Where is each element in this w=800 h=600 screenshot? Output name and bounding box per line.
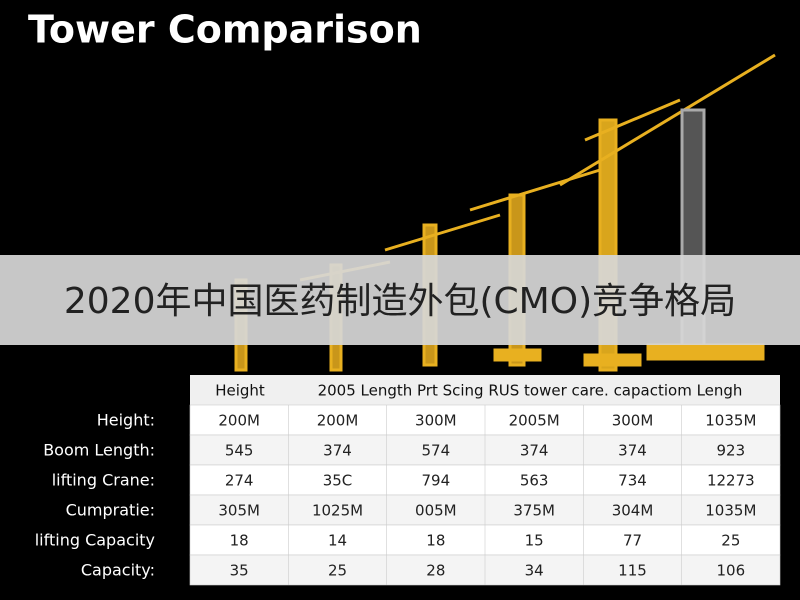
banner [0, 255, 800, 345]
cell: 34 [525, 562, 544, 580]
cell: 2005M [509, 412, 560, 430]
cell: 18 [230, 532, 249, 550]
cell: 574 [422, 442, 451, 460]
cell: 35 [230, 562, 249, 580]
cell: 794 [422, 472, 451, 490]
cell: 14 [328, 532, 347, 550]
cell: 734 [618, 472, 647, 490]
cell: 300M [415, 412, 457, 430]
cell: 15 [525, 532, 544, 550]
cell: 274 [225, 472, 254, 490]
cell: 304M [612, 502, 654, 520]
cell: 115 [618, 562, 647, 580]
cell: 200M [218, 412, 260, 430]
row-label: Boom Length: [43, 441, 155, 460]
cell: 300M [612, 412, 654, 430]
banner-text: 2020年中国医药制造外包(CMO)竞争格局 [64, 281, 736, 322]
cell: 374 [618, 442, 647, 460]
cell: 374 [520, 442, 549, 460]
cell: 77 [623, 532, 642, 550]
cell: 375M [513, 502, 555, 520]
cell: 200M [317, 412, 359, 430]
cell: 1035M [705, 502, 756, 520]
title: Tower Comparison [28, 8, 422, 52]
cell: 923 [717, 442, 746, 460]
cell: 18 [426, 532, 445, 550]
cell: 305M [218, 502, 260, 520]
cell: 35C [323, 472, 353, 490]
row-label: lifting Capacity [35, 531, 155, 550]
cell: 545 [225, 442, 254, 460]
cell: 106 [717, 562, 746, 580]
cell: 25 [721, 532, 740, 550]
row-label: Cumpratie: [66, 501, 155, 520]
cell: 563 [520, 472, 549, 490]
row-label: Height: [97, 411, 155, 430]
header-cell: Height [215, 382, 265, 400]
cell: 374 [323, 442, 352, 460]
cell: 1035M [705, 412, 756, 430]
cell: 1025M [312, 502, 363, 520]
cell: 25 [328, 562, 347, 580]
table-body: Height: 200M 200M 300M 2005M 300M 1035M Boom Le… [35, 404, 781, 586]
header-cell: 2005 Length Prt Scing RUS tower care. ca… [318, 382, 743, 400]
table-header [190, 375, 780, 405]
cell: 12273 [707, 472, 755, 490]
cell: 28 [426, 562, 445, 580]
row-label: lifting Crane: [52, 471, 155, 490]
row-label: Capacity: [81, 561, 155, 580]
cell: 005M [415, 502, 457, 520]
